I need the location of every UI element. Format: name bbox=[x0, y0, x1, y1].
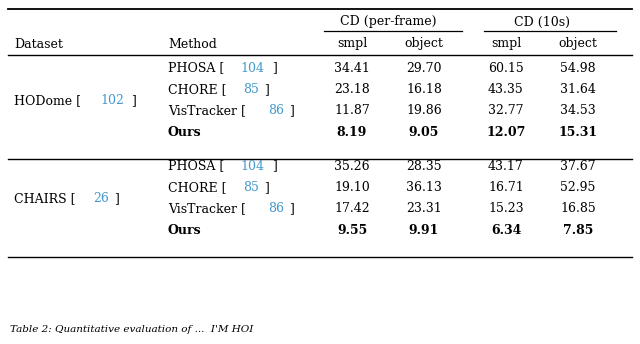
Text: 12.07: 12.07 bbox=[486, 126, 525, 139]
Text: ]: ] bbox=[289, 203, 294, 215]
Text: 31.64: 31.64 bbox=[560, 83, 596, 96]
Text: object: object bbox=[559, 37, 597, 51]
Text: ]: ] bbox=[264, 83, 269, 96]
Text: Ours: Ours bbox=[168, 224, 202, 237]
Text: 37.67: 37.67 bbox=[560, 160, 596, 172]
Text: ]: ] bbox=[114, 192, 118, 205]
Text: 19.86: 19.86 bbox=[406, 105, 442, 118]
Text: 9.91: 9.91 bbox=[409, 224, 439, 237]
Text: VisTracker [: VisTracker [ bbox=[168, 105, 246, 118]
Text: 86: 86 bbox=[269, 203, 285, 215]
Text: 6.34: 6.34 bbox=[491, 224, 521, 237]
Text: 26: 26 bbox=[93, 192, 109, 205]
Text: 104: 104 bbox=[241, 62, 264, 75]
Text: 19.10: 19.10 bbox=[334, 181, 370, 194]
Text: 43.17: 43.17 bbox=[488, 160, 524, 172]
Text: 16.71: 16.71 bbox=[488, 181, 524, 194]
Text: 85: 85 bbox=[243, 83, 259, 96]
Text: PHOSA [: PHOSA [ bbox=[168, 62, 224, 75]
Text: 85: 85 bbox=[243, 181, 259, 194]
Text: 23.18: 23.18 bbox=[334, 83, 370, 96]
Text: ]: ] bbox=[271, 62, 276, 75]
Text: 9.05: 9.05 bbox=[409, 126, 439, 139]
Text: Ours: Ours bbox=[168, 126, 202, 139]
Text: 104: 104 bbox=[241, 160, 264, 172]
Text: 16.18: 16.18 bbox=[406, 83, 442, 96]
Text: 36.13: 36.13 bbox=[406, 181, 442, 194]
Text: object: object bbox=[404, 37, 444, 51]
Text: CHAIRS [: CHAIRS [ bbox=[14, 192, 76, 205]
Text: 16.85: 16.85 bbox=[560, 203, 596, 215]
Text: 9.55: 9.55 bbox=[337, 224, 367, 237]
Text: 17.42: 17.42 bbox=[334, 203, 370, 215]
Text: 28.35: 28.35 bbox=[406, 160, 442, 172]
Text: VisTracker [: VisTracker [ bbox=[168, 203, 246, 215]
Text: CD (10s): CD (10s) bbox=[514, 15, 570, 29]
Text: 23.31: 23.31 bbox=[406, 203, 442, 215]
Text: 86: 86 bbox=[269, 105, 285, 118]
Text: 7.85: 7.85 bbox=[563, 224, 593, 237]
Text: Table 2: Quantitative evaluation of ...  I'M HOI: Table 2: Quantitative evaluation of ... … bbox=[10, 325, 253, 334]
Text: HODome [: HODome [ bbox=[14, 94, 81, 107]
Text: 35.26: 35.26 bbox=[334, 160, 370, 172]
Text: 32.77: 32.77 bbox=[488, 105, 524, 118]
Text: 52.95: 52.95 bbox=[560, 181, 596, 194]
Text: CHORE [: CHORE [ bbox=[168, 83, 227, 96]
Text: 15.31: 15.31 bbox=[559, 126, 598, 139]
Text: smpl: smpl bbox=[337, 37, 367, 51]
Text: 43.35: 43.35 bbox=[488, 83, 524, 96]
Text: CHORE [: CHORE [ bbox=[168, 181, 227, 194]
Text: 34.53: 34.53 bbox=[560, 105, 596, 118]
Text: PHOSA [: PHOSA [ bbox=[168, 160, 224, 172]
Text: 8.19: 8.19 bbox=[337, 126, 367, 139]
Text: 54.98: 54.98 bbox=[560, 62, 596, 75]
Text: ]: ] bbox=[271, 160, 276, 172]
Text: ]: ] bbox=[264, 181, 269, 194]
Text: Dataset: Dataset bbox=[14, 37, 63, 51]
Text: 102: 102 bbox=[100, 94, 124, 107]
Text: smpl: smpl bbox=[491, 37, 521, 51]
Text: 34.41: 34.41 bbox=[334, 62, 370, 75]
Text: 60.15: 60.15 bbox=[488, 62, 524, 75]
Text: Method: Method bbox=[168, 37, 217, 51]
Text: 29.70: 29.70 bbox=[406, 62, 442, 75]
Text: CD (per-frame): CD (per-frame) bbox=[340, 15, 436, 29]
Text: ]: ] bbox=[289, 105, 294, 118]
Text: ]: ] bbox=[131, 94, 136, 107]
Text: 15.23: 15.23 bbox=[488, 203, 524, 215]
Text: 11.87: 11.87 bbox=[334, 105, 370, 118]
